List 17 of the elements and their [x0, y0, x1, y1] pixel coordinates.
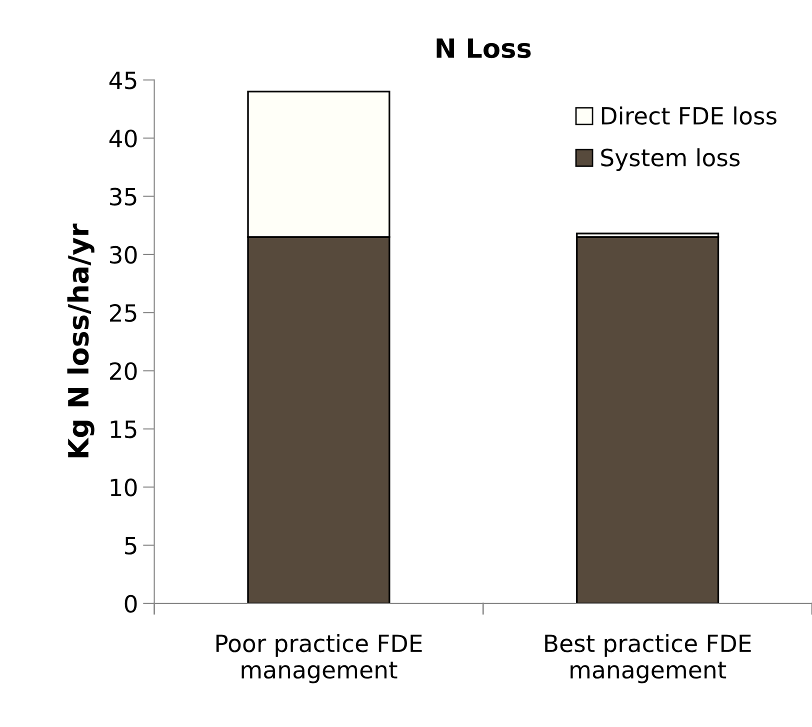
- y-axis-title: Kg N loss/ha/yr: [67, 224, 94, 458]
- x-tick-label: Best practice FDE management: [545, 634, 751, 684]
- y-tick-label: 35: [110, 188, 136, 206]
- legend-label: Direct FDE loss: [602, 106, 776, 125]
- y-tick-label: 25: [110, 304, 136, 322]
- y-tick-label: 5: [125, 537, 136, 555]
- y-tick-label: 45: [109, 72, 136, 90]
- chart-title: N Loss: [436, 38, 531, 58]
- y-tick-label: 20: [110, 362, 137, 380]
- legend-label: System loss: [601, 148, 740, 172]
- y-tick-label: 15: [110, 420, 136, 438]
- y-tick-label: 10: [110, 478, 137, 496]
- y-tick-label: 0: [124, 594, 137, 613]
- y-tick-label: 30: [110, 246, 137, 264]
- bar: [576, 236, 720, 604]
- y-tick-label: 40: [109, 130, 137, 148]
- x-tick-label: Poor practice FDE management: [216, 634, 422, 684]
